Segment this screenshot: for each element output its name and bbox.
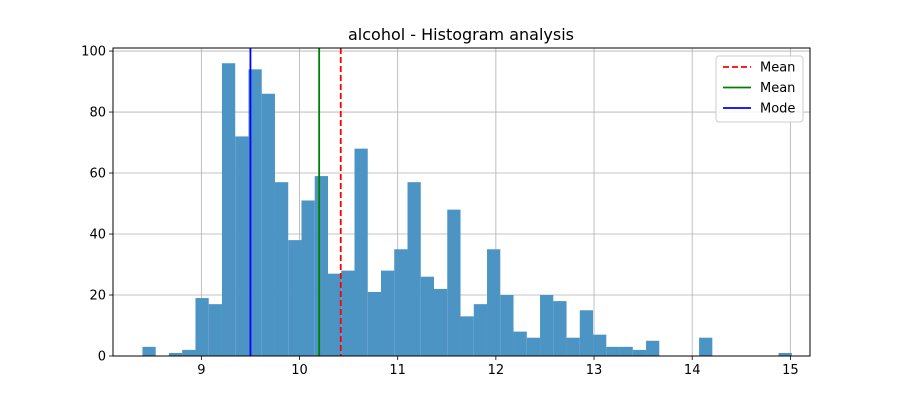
histogram-bar bbox=[434, 288, 448, 356]
histogram-bar bbox=[632, 349, 647, 356]
chart-title: alcohol - Histogram analysis bbox=[348, 25, 574, 44]
histogram-bar bbox=[579, 310, 594, 356]
histogram-bar bbox=[327, 273, 342, 356]
reference-lines bbox=[249, 48, 342, 356]
histogram-bar bbox=[540, 295, 554, 356]
histogram-bar bbox=[142, 346, 156, 356]
y-tick-label: 100 bbox=[81, 45, 106, 60]
histogram-bar bbox=[460, 316, 474, 356]
histogram-bar bbox=[301, 200, 315, 356]
histogram-bar bbox=[354, 148, 368, 356]
legend: Mean Mean Mode bbox=[715, 55, 804, 123]
histogram-bar bbox=[606, 346, 620, 356]
histogram-bar bbox=[195, 298, 209, 356]
x-tick-label: 13 bbox=[586, 363, 603, 378]
histogram-bar bbox=[221, 63, 236, 356]
histogram-bar bbox=[778, 352, 792, 356]
histogram-bar bbox=[566, 337, 580, 356]
histogram-bar bbox=[553, 301, 567, 356]
histogram-bar bbox=[526, 337, 541, 356]
histogram-bar bbox=[394, 249, 408, 356]
histogram-bar bbox=[288, 240, 302, 356]
histogram-bar bbox=[447, 209, 461, 356]
x-tick-label: 14 bbox=[684, 363, 701, 378]
y-tick-label: 60 bbox=[89, 167, 106, 182]
histogram-bar bbox=[593, 334, 607, 356]
histogram-bar bbox=[208, 304, 222, 356]
legend-box bbox=[715, 55, 804, 123]
histogram-bar bbox=[274, 182, 289, 356]
plot-frame bbox=[112, 47, 811, 357]
x-tick-label: 9 bbox=[197, 363, 205, 378]
y-tick-label: 80 bbox=[89, 106, 106, 121]
legend-label: Mode bbox=[760, 102, 795, 117]
histogram-bar bbox=[248, 69, 262, 357]
histogram-bar bbox=[261, 93, 275, 356]
y-axis: 0 20 40 60 80 100 bbox=[81, 45, 113, 365]
histogram-bar bbox=[182, 349, 196, 356]
x-tick-label: 10 bbox=[291, 363, 308, 378]
x-tick-label: 15 bbox=[782, 363, 799, 378]
histogram-bar bbox=[381, 270, 395, 356]
y-tick-label: 40 bbox=[89, 228, 106, 243]
histogram-bar bbox=[473, 304, 488, 356]
histogram-bar bbox=[314, 176, 328, 356]
bars bbox=[142, 63, 792, 357]
histogram-bar bbox=[235, 136, 249, 356]
x-tick-label: 11 bbox=[389, 363, 406, 378]
x-tick-label: 12 bbox=[488, 363, 505, 378]
histogram-bar bbox=[341, 270, 355, 356]
x-axis: 9 10 11 12 13 14 15 bbox=[197, 356, 799, 378]
histogram-bar bbox=[646, 340, 660, 356]
y-tick-label: 0 bbox=[98, 350, 106, 365]
histogram-bar bbox=[699, 337, 713, 356]
histogram-bar bbox=[367, 291, 382, 356]
legend-label: Mean bbox=[760, 61, 795, 76]
legend-label: Mean bbox=[760, 81, 795, 96]
histogram-bar bbox=[168, 352, 183, 356]
y-tick-label: 20 bbox=[89, 289, 106, 304]
histogram-bar bbox=[420, 276, 435, 356]
histogram-bar bbox=[407, 182, 421, 356]
histogram-bar bbox=[487, 249, 501, 356]
histogram-bar bbox=[500, 295, 514, 356]
histogram-bar bbox=[513, 331, 527, 356]
histogram-bar bbox=[619, 346, 633, 356]
